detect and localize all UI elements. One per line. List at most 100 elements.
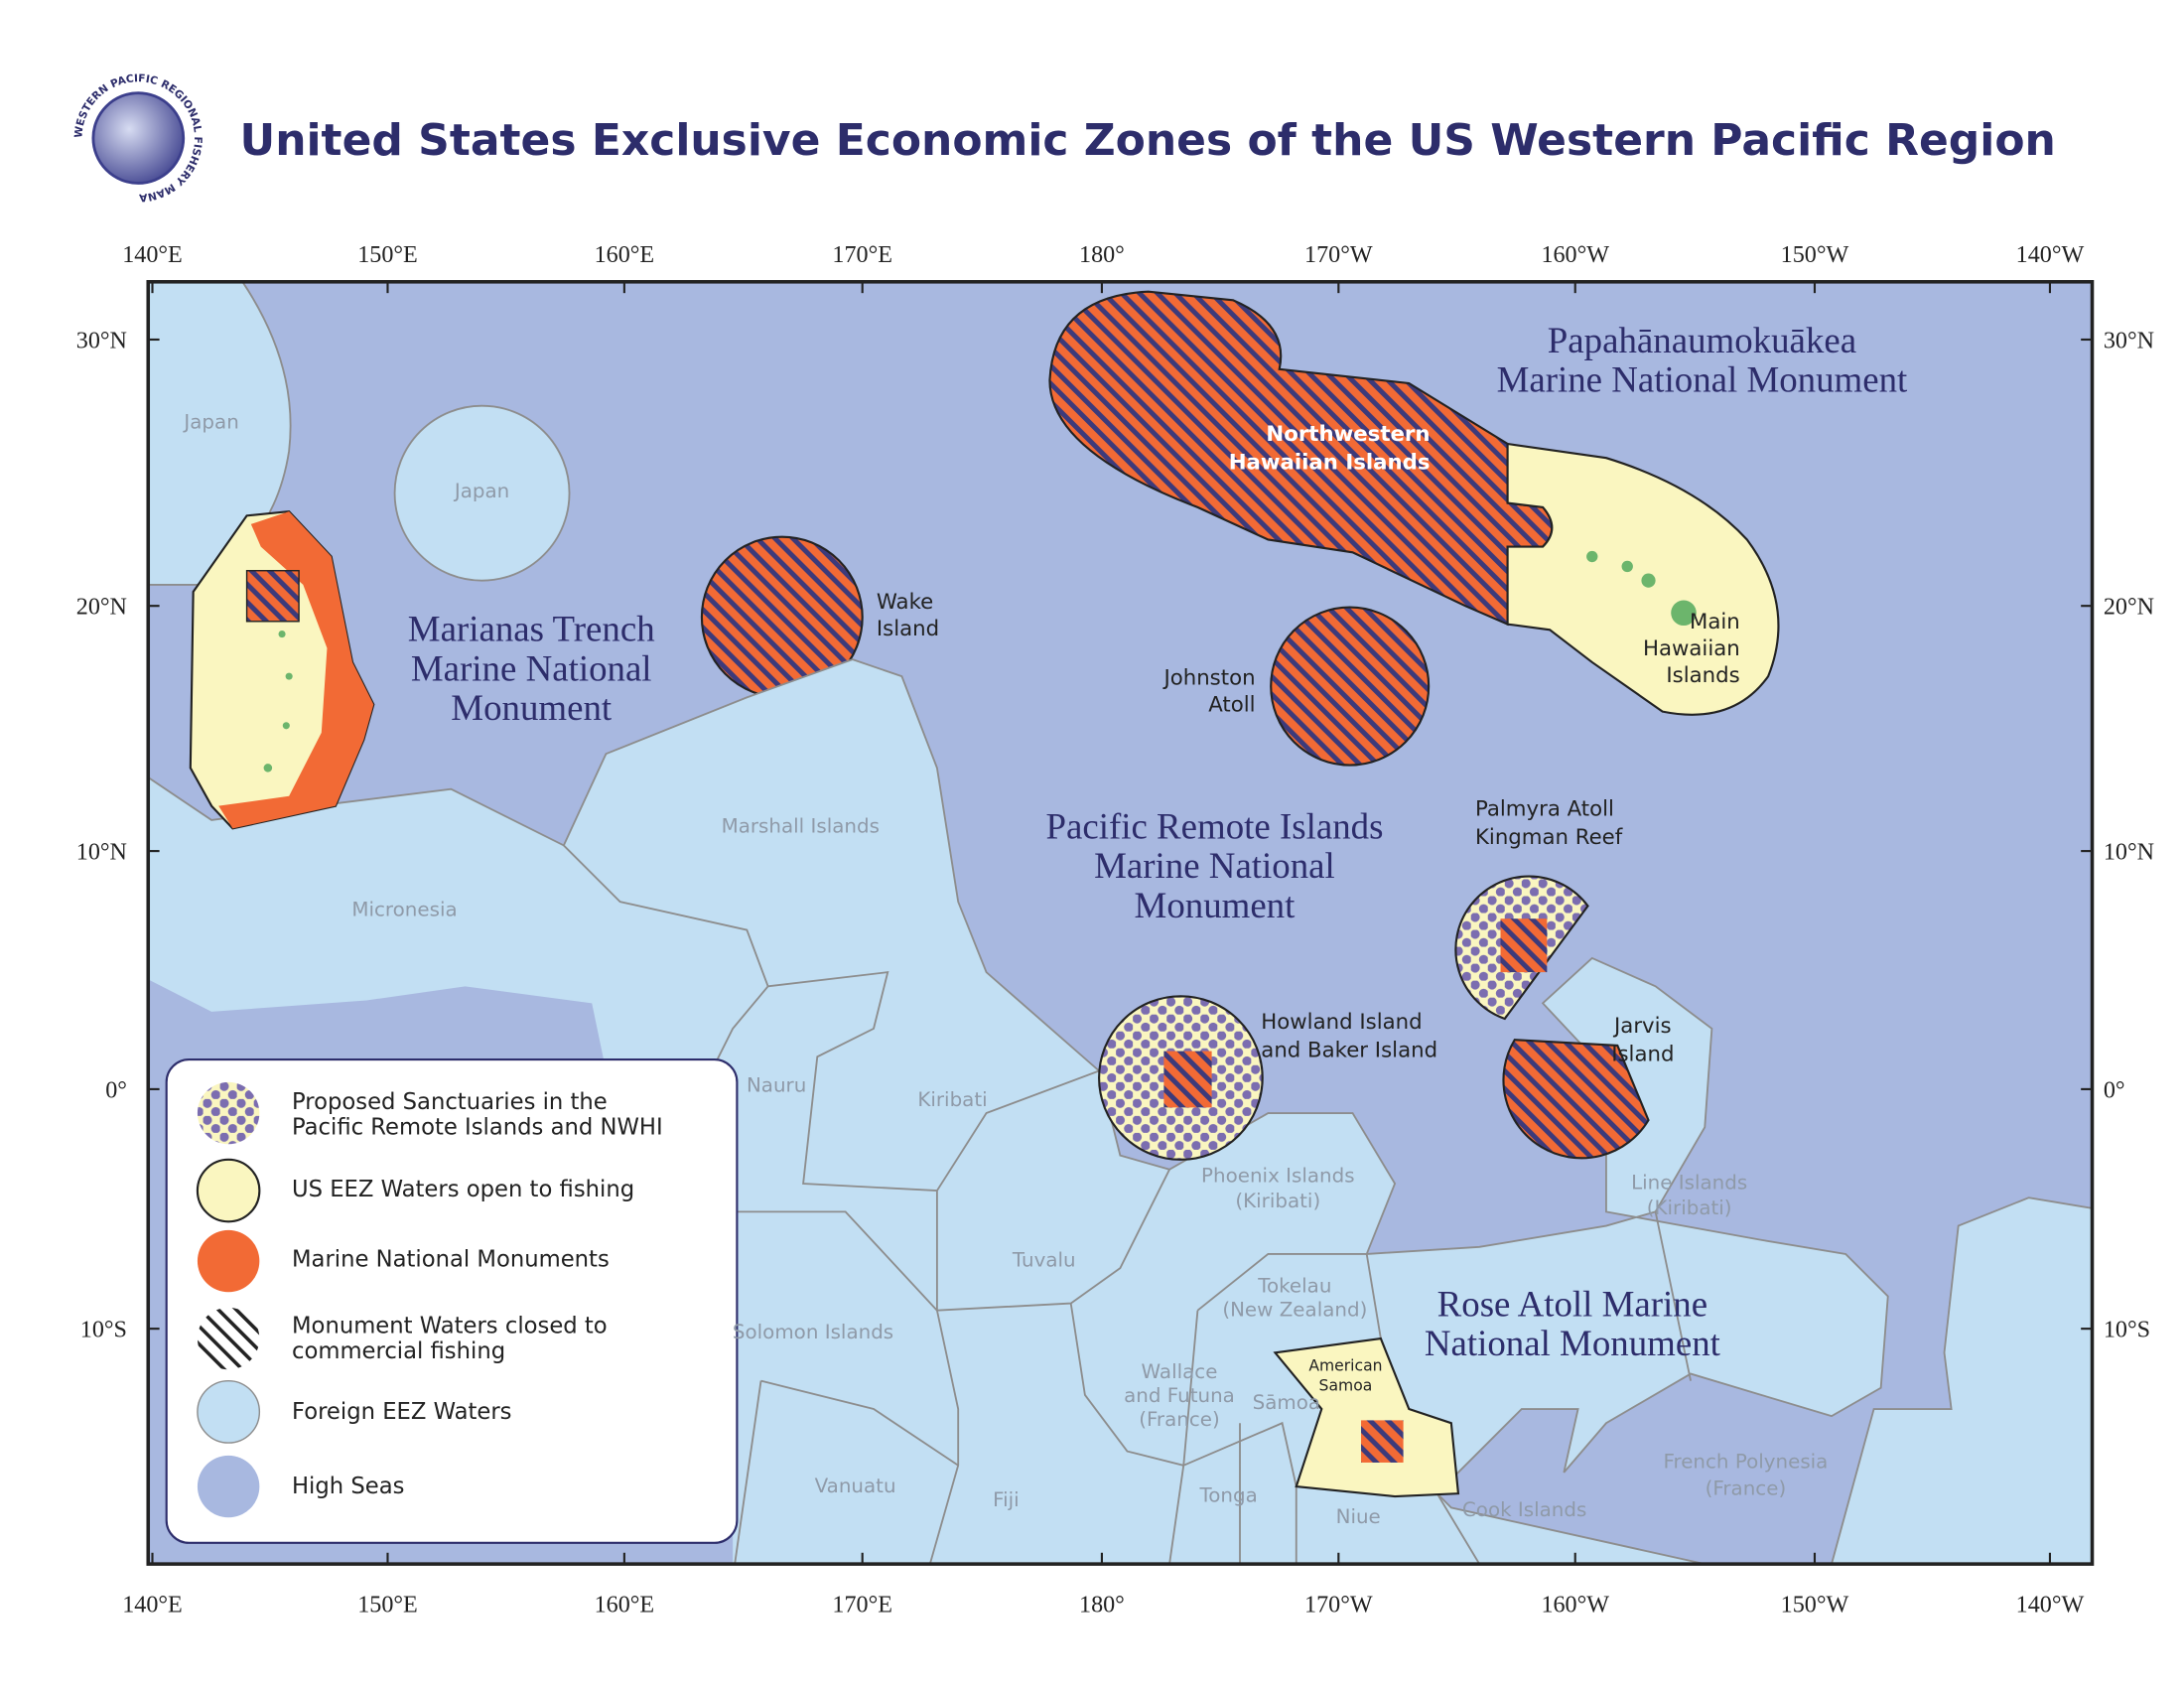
latitude-label: 30°N [76,329,127,354]
longitude-label: 160°E [595,1592,655,1618]
map-label: Phoenix Islands (Kiribati) [1201,1165,1355,1213]
longitude-label: 180° [1079,1592,1125,1618]
legend-swatch [197,1081,260,1145]
jarvis-eez [1502,1039,1650,1160]
longitude-label: 150°E [357,242,418,268]
logo-text-path: WESTERN PACIFIC REGIONAL FISHERY MANAGEM… [0,0,205,205]
marianas-closed [245,569,300,623]
map-label-line: Line Islands [1631,1172,1747,1195]
map-label-line: Tuvalu [1012,1249,1076,1272]
longitude-label: 140°E [122,1592,183,1618]
map-label: Northwestern Hawaiian Islands [1229,422,1431,475]
map-label-line: Nauru [747,1074,806,1097]
map-frame [146,280,2095,1566]
map-label: Rose Atoll Marine National Monument [1425,1283,1721,1363]
legend-label-line: High Seas [292,1474,404,1499]
map-label: Japan [453,480,509,502]
map-label: Japan [182,410,238,433]
american-samoa-eez [1273,1336,1460,1498]
legend-label: Marine National Monuments [292,1247,610,1273]
map-label: Main Hawaiian Islands [1643,610,1740,688]
foreign-eez-japan [393,404,571,582]
islands [263,550,1697,773]
map-label-line: Northwestern [1266,422,1430,447]
map-label-line: and Futuna [1124,1384,1235,1407]
longitude-label: 160°W [1541,242,1609,268]
latitude-label: 10°N [76,840,127,866]
map-label: Cook Islands [1462,1498,1586,1521]
map-label: Tuvalu [1012,1249,1076,1272]
map-label: Vanuatu [815,1475,896,1497]
legend-label: Monument Waters closed to commercial fish… [292,1313,608,1364]
legend-label-line: Monument Waters closed to [292,1313,608,1338]
map-label-line: (New Zealand) [1222,1298,1367,1321]
logo-globe [91,91,186,185]
legend-label-line: Foreign EEZ Waters [292,1399,512,1425]
map-label: French Polynesia (France) [1664,1451,1829,1500]
longitude-label: 170°W [1304,242,1373,268]
map-label-line: Hawaiian [1643,636,1740,661]
map-label-line: (France) [1139,1408,1220,1431]
map-label-line: Cook Islands [1462,1498,1586,1521]
legend-swatch [197,1455,260,1518]
legend-swatch [196,1158,261,1223]
legend-swatch [197,1229,260,1293]
longitude-label: 140°W [2016,242,2085,268]
map-label-line: Tonga [1199,1484,1258,1507]
map-label: Wake Island [877,590,939,641]
map-label-line: Islands [1666,663,1739,688]
legend-label-line: US EEZ Waters open to fishing [292,1177,634,1202]
legend-label: Proposed Sanctuaries in the Pacific Remot… [292,1089,663,1141]
map-label: Micronesia [351,898,457,920]
longitude-label: 170°E [832,1592,892,1618]
map-label: Johnston Atoll [1161,666,1255,718]
map-label-line: Jarvis [1612,1014,1672,1039]
map-label: Tokelau (New Zealand) [1222,1274,1367,1321]
map-label-line: Johnston [1161,666,1255,691]
latitude-label: 20°N [2104,595,2154,621]
legend-label-line: Marine National Monuments [292,1247,610,1273]
latitude-label: 0° [105,1077,127,1103]
map-label-line: Main [1690,610,1740,634]
title: United States Exclusive Economic Zones o… [239,115,2055,166]
longitude-label: 140°E [122,242,183,268]
map-label-line: Wake [877,590,933,615]
map-label: Tonga [1199,1484,1258,1507]
map-label-line: Island [877,617,939,641]
map-label-line: French Polynesia [1664,1451,1829,1474]
latitude-label: 0° [2104,1077,2125,1103]
map-label-line: Niue [1336,1505,1381,1528]
legend-label: US EEZ Waters open to fishing [292,1177,634,1202]
map-label-line: (Kiribati) [1235,1190,1320,1212]
longitude-label: 150°W [1781,1592,1849,1618]
map-label: Marianas Trench Marine National Monument [408,609,655,728]
map-label-line: Kingman Reef [1475,825,1623,850]
map-label: Nauru [747,1074,806,1097]
rose-atoll-closed [1361,1420,1404,1463]
legend-swatch [197,1379,261,1444]
map-label-line: Wallace [1142,1360,1218,1383]
map-label-line: Marine National [411,647,652,688]
map-label-line: Marine National Monument [1497,358,1908,399]
map-label-line: Samoa [1319,1377,1373,1395]
legend [165,1058,739,1544]
longitude-label: 160°W [1541,1592,1609,1618]
longitude-label: 170°W [1304,1592,1373,1618]
legend-label-line: Proposed Sanctuaries in the [292,1089,608,1115]
longitude-label: 150°E [357,1592,418,1618]
latitude-label: 10°N [2104,840,2154,866]
map-label: Papahānaumokuākea Marine National Monumen… [1497,320,1908,400]
map-label-line: Marshall Islands [722,815,880,838]
map-label-line: Hawaiian Islands [1229,451,1431,476]
map-label: American Samoa [1308,1357,1382,1395]
map-label: Marshall Islands [722,815,880,838]
map-label: Fiji [993,1488,1020,1511]
map-label: Sāmoa [1253,1391,1320,1414]
map-label-line: (France) [1706,1477,1787,1500]
longitude-label: 170°E [832,242,892,268]
map-label-line: Monument [451,687,613,728]
longitude-label: 140°W [2016,1592,2085,1618]
map-label-line: Fiji [993,1488,1020,1511]
howland-closed [1163,1051,1212,1108]
latitude-label: 20°N [76,595,127,621]
